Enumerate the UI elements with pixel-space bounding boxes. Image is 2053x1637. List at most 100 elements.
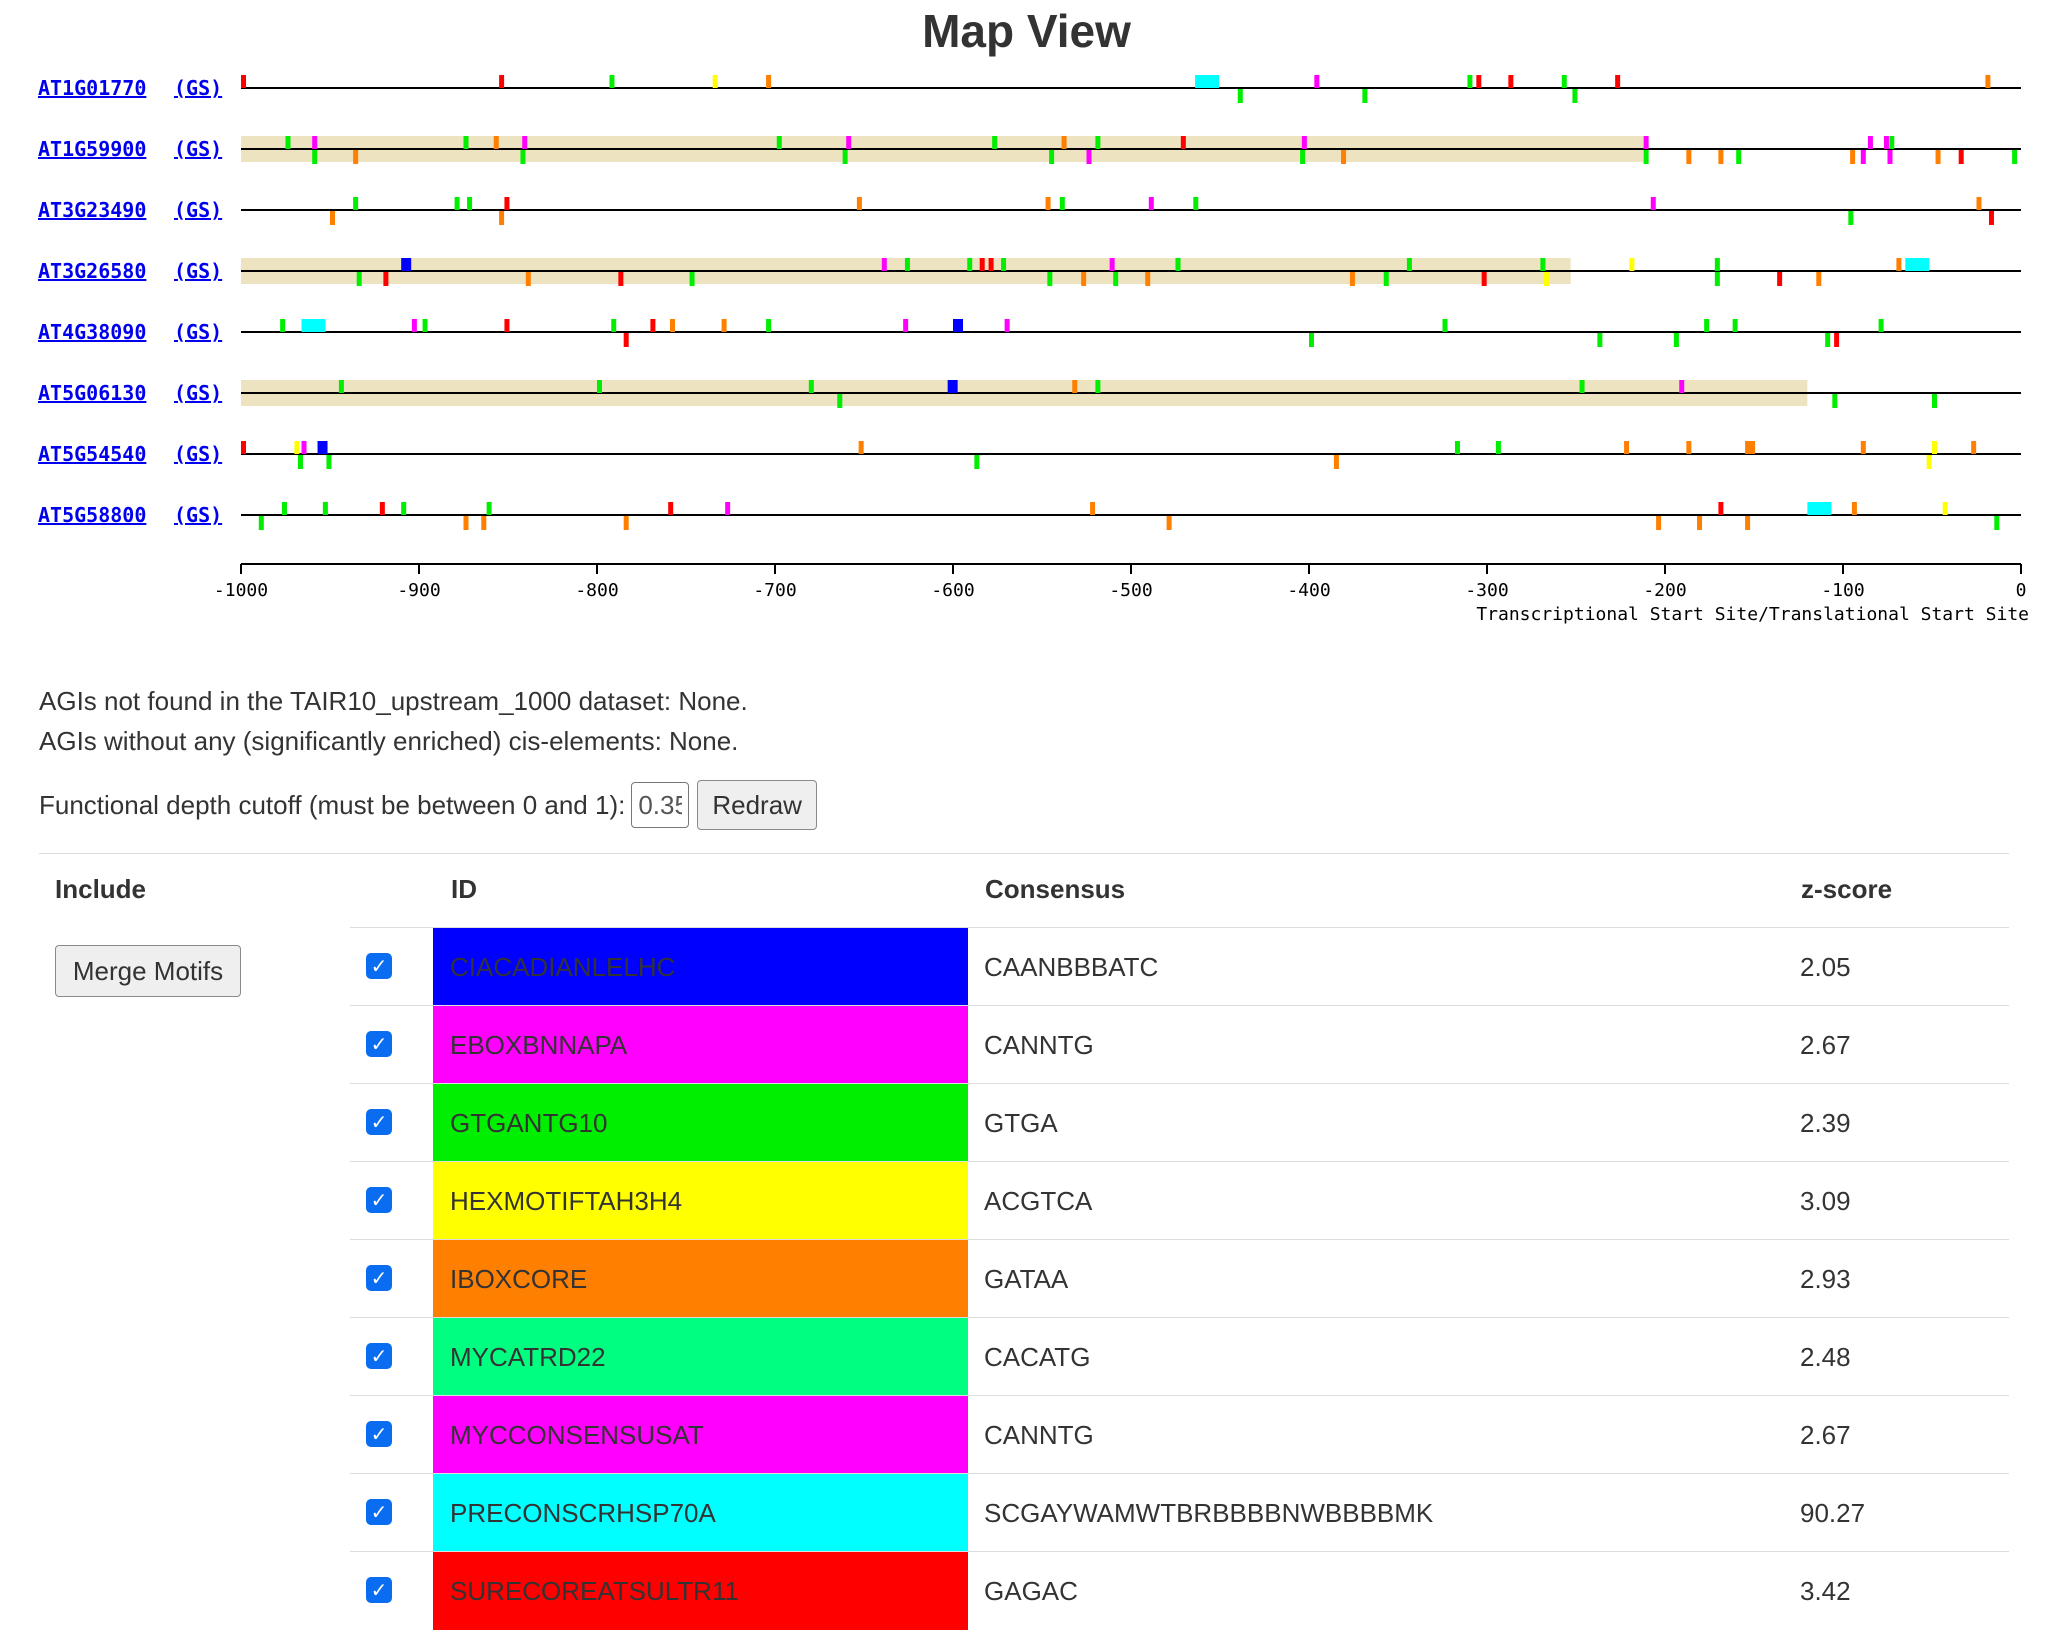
consensus-cell: GTGA [984,1108,1058,1138]
table-row: ✓ IBOXCORE GATAA 2.93 [350,1239,2009,1318]
include-checkbox[interactable]: ✓ [366,1343,392,1369]
motif-mark [241,75,246,88]
include-checkbox[interactable]: ✓ [366,953,392,979]
motif-mark [301,319,326,332]
motif-mark [1714,258,1720,271]
motif-mark [401,502,407,515]
motif-mark [338,380,344,393]
include-checkbox[interactable]: ✓ [366,1109,392,1135]
motif-mark [842,150,848,164]
motif-mark [1495,441,1501,454]
include-checkbox[interactable]: ✓ [366,1577,392,1603]
cutoff-label: Functional depth cutoff (must be between… [39,789,626,820]
motif-mark [1848,211,1854,225]
motif-mark [1333,455,1339,469]
cutoff-input[interactable] [631,782,690,828]
motif-mark [1195,75,1220,88]
merge-motifs-button[interactable]: Merge Motifs [55,945,241,997]
motif-mark [1081,272,1087,286]
gene-gs-link[interactable]: (GS) [174,259,222,283]
motif-mark [1935,150,1941,164]
motif-mark [326,455,332,469]
gene-gs-link[interactable]: (GS) [174,137,222,161]
gene-gs-link[interactable]: (GS) [174,381,222,405]
motif-mark [301,441,307,454]
motif-mark [1673,333,1679,347]
motif-mark [712,75,718,88]
motif-mark [422,319,428,332]
motif-mark [1832,394,1838,408]
axis-tick-label: -900 [397,580,440,601]
motif-mark [1850,150,1856,164]
motif-mark [1383,272,1389,286]
gene-gs-link[interactable]: (GS) [174,198,222,222]
table-row: ✓ HEXMOTIFTAH3H4 ACGTCA 3.09 [350,1161,2009,1240]
gene-link-at3g23490[interactable]: AT3G23490 [38,198,146,222]
gene-link-at1g01770[interactable]: AT1G01770 [38,76,146,100]
include-checkbox[interactable]: ✓ [366,1187,392,1213]
gene-gs-link[interactable]: (GS) [174,442,222,466]
gene-gs-link[interactable]: (GS) [174,503,222,527]
gene-link-at3g26580[interactable]: AT3G26580 [38,259,146,283]
motif-mark [846,136,852,149]
motif-mark [1679,380,1685,393]
motif-mark [650,319,656,332]
gene-link-at5g54540[interactable]: AT5G54540 [38,442,146,466]
motif-mark [312,150,318,164]
motif-mark [454,197,460,210]
table-row: ✓ PRECONSCRHSP70A SCGAYWAMWTBRBBBBNWBBBBMK… [350,1473,2009,1552]
motif-mark [979,258,985,271]
consensus-cell: CAANBBBATC [984,952,1159,982]
gene-gs-link[interactable]: (GS) [174,320,222,344]
include-checkbox[interactable]: ✓ [366,1031,392,1057]
motif-mark [623,333,629,347]
gene-link-at1g59900[interactable]: AT1G59900 [38,137,146,161]
motif-mark [1095,380,1101,393]
motif-mark [1166,516,1172,530]
motif-mark [1745,516,1751,530]
motif-mark [312,136,318,149]
motif-mark [1579,380,1585,393]
motif-mark [1942,502,1948,515]
consensus-cell: GATAA [984,1264,1069,1294]
motif-id-cell: PRECONSCRHSP70A [433,1474,968,1552]
motif-mark [322,502,328,515]
table-row: ✓ GTGANTG10 GTGA 2.39 [350,1083,2009,1162]
gene-link-at4g38090[interactable]: AT4G38090 [38,320,146,344]
gene-gs-link[interactable]: (GS) [174,76,222,100]
motif-mark [1180,136,1186,149]
consensus-cell: CANNTG [984,1030,1094,1060]
motif-mark [1718,502,1724,515]
include-checkbox[interactable]: ✓ [366,1499,392,1525]
motif-mark [992,136,998,149]
motif-mark [947,380,958,393]
cutoff-row: Functional depth cutoff (must be between… [39,780,817,830]
gene-link-at5g58800[interactable]: AT5G58800 [38,503,146,527]
motif-mark [1976,197,1982,210]
motif-mark [1145,272,1151,286]
motif-mark [1905,258,1930,271]
motif-mark [297,455,303,469]
zscore-cell: 90.27 [1800,1498,1866,1528]
motif-mark [1971,441,1977,454]
header-zscore: z-score [1801,874,1893,904]
include-checkbox[interactable]: ✓ [366,1265,392,1291]
motif-id-cell: EBOXBNNAPA [433,1006,968,1084]
motif-mark [1958,150,1964,164]
include-checkbox[interactable]: ✓ [366,1421,392,1447]
motif-mark [2012,150,2018,164]
motif-mark [499,211,505,225]
motif-mark [1629,258,1635,271]
not-found-note: AGIs not found in the TAIR10_upstream_10… [39,686,748,716]
motif-mark [669,319,675,332]
table-row: ✓ MYCATRD22 CACATG 2.48 [350,1317,2009,1396]
redraw-button[interactable]: Redraw [697,780,817,830]
motif-mark [974,455,980,469]
motif-mark [1481,272,1487,286]
axis-tick-label: -200 [1643,580,1686,601]
consensus-cell: GAGAC [984,1576,1078,1606]
gene-link-at5g06130[interactable]: AT5G06130 [38,381,146,405]
motif-mark [467,197,473,210]
motif-mark [1572,89,1578,103]
motif-mark [1896,258,1902,271]
